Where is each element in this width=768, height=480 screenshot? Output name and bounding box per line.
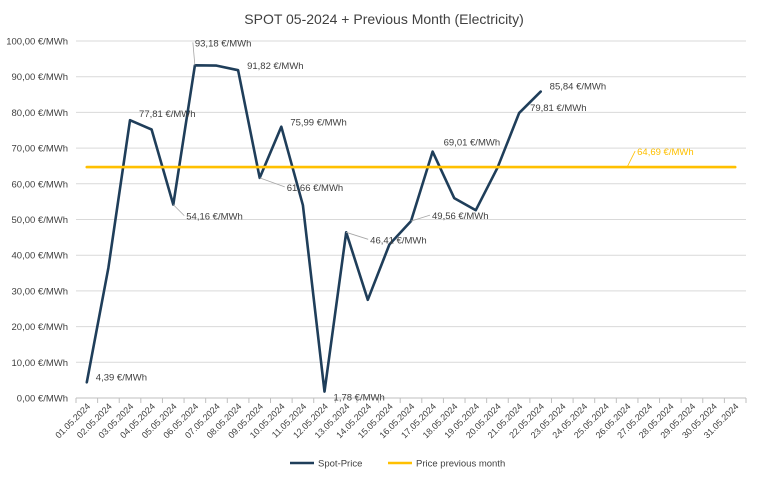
x-axis <box>75 397 747 403</box>
y-tick-label: 10,00 €/MWh <box>12 358 69 369</box>
data-label: 77,81 €/MWh <box>139 109 196 120</box>
data-label-leader <box>626 150 636 168</box>
data-label: 46,41 €/MWh <box>370 235 427 246</box>
data-label: 75,99 €/MWh <box>290 118 347 129</box>
legend-label: Spot-Price <box>318 459 362 470</box>
data-label: 93,18 €/MWh <box>195 38 252 49</box>
data-label: 54,16 €/MWh <box>186 212 243 223</box>
data-label: 49,56 €/MWh <box>432 211 489 222</box>
data-label: 91,82 €/MWh <box>247 61 304 72</box>
y-tick-label: 70,00 €/MWh <box>12 144 69 155</box>
data-label-leader <box>259 177 285 188</box>
data-label: 85,84 €/MWh <box>550 82 607 93</box>
data-label: 79,81 €/MWh <box>530 103 587 114</box>
y-tick-label: 50,00 €/MWh <box>12 215 69 226</box>
data-label: 4,39 €/MWh <box>96 372 147 383</box>
y-tick-label: 90,00 €/MWh <box>12 72 69 83</box>
grid <box>76 40 746 363</box>
y-axis-ticks: 0,00 €/MWh 10,00 €/MWh 20,00 €/MWh 30,00 €/… <box>6 37 68 405</box>
data-labels: 4,39 €/MWh 77,81 €/MWh 54,16 €/MWh 93,18 €/… <box>96 38 694 403</box>
data-label-leader <box>410 214 431 222</box>
data-label: 64,69 €/MWh <box>637 147 694 158</box>
y-tick-label: 0,00 €/MWh <box>17 394 68 405</box>
chart-title: SPOT 05-2024 + Previous Month (Electrici… <box>244 11 523 27</box>
data-label-leader <box>192 42 196 66</box>
y-tick-label: 80,00 €/MWh <box>12 108 69 119</box>
y-tick-label: 20,00 €/MWh <box>12 322 69 333</box>
data-label: 61,66 €/MWh <box>287 183 344 194</box>
y-tick-label: 40,00 €/MWh <box>12 251 69 262</box>
data-label: 69,01 €/MWh <box>444 138 501 149</box>
data-label: 1,78 €/MWh <box>334 393 385 404</box>
y-tick-label: 100,00 €/MWh <box>6 37 68 48</box>
y-tick-label: 30,00 €/MWh <box>12 286 69 297</box>
data-label-leader <box>346 231 369 240</box>
legend: Spot-Price Price previous month <box>290 459 505 470</box>
legend-label: Price previous month <box>416 459 505 470</box>
x-axis-ticks: 01.05.202402.05.202403.05.202404.05.2024… <box>53 401 740 440</box>
y-tick-label: 60,00 €/MWh <box>12 179 69 190</box>
data-label-leader <box>172 204 185 216</box>
series-layer <box>85 64 737 393</box>
